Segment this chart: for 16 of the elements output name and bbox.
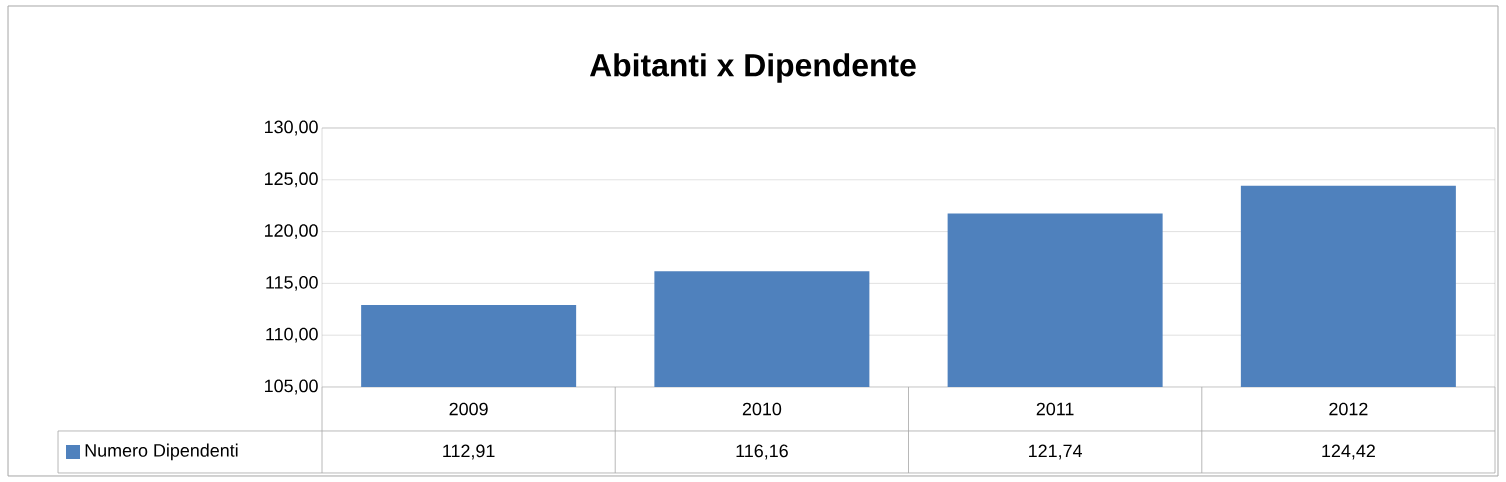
data-label: 116,16 [736, 444, 788, 460]
y-tick-label: 105,00 [265, 379, 318, 395]
data-label: 121,74 [1029, 444, 1082, 460]
y-tick-label: 115,00 [266, 275, 318, 291]
legend-label: Numero Dipendenti [85, 443, 238, 461]
x-tick-label: 2009 [449, 402, 488, 416]
chart-title: Abitanti x Dipendente [589, 53, 916, 83]
y-tick-label: 125,00 [265, 172, 318, 188]
y-tick-label: 110,00 [266, 327, 318, 343]
y-tick-label: 120,00 [265, 224, 318, 239]
data-label: 112,91 [443, 444, 495, 460]
x-tick-label: 2012 [1329, 402, 1368, 416]
data-label: 124,42 [1322, 444, 1375, 460]
x-tick-label: 2011 [1036, 402, 1074, 416]
x-tick-label: 2010 [742, 402, 782, 416]
y-tick-label: 130,00 [265, 120, 318, 136]
